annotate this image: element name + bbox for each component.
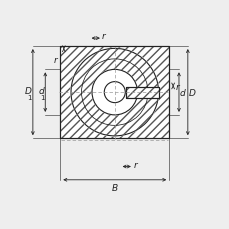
Text: r: r — [101, 32, 105, 41]
Bar — [125, 87, 159, 98]
Bar — [125, 87, 159, 98]
Text: r: r — [174, 83, 178, 92]
Text: r: r — [54, 56, 57, 65]
Text: d: d — [38, 87, 44, 95]
Bar — [60, 47, 169, 139]
Bar — [60, 47, 169, 139]
Bar — [60, 47, 169, 139]
Circle shape — [104, 82, 125, 103]
Bar — [125, 87, 159, 98]
Text: 1: 1 — [40, 94, 44, 100]
Text: r: r — [133, 161, 137, 169]
Text: d: d — [179, 88, 185, 97]
Circle shape — [92, 70, 137, 115]
Text: 1: 1 — [27, 94, 32, 100]
Text: B: B — [111, 183, 117, 192]
Text: D: D — [188, 88, 195, 97]
Circle shape — [71, 49, 158, 136]
Text: D: D — [25, 87, 32, 95]
